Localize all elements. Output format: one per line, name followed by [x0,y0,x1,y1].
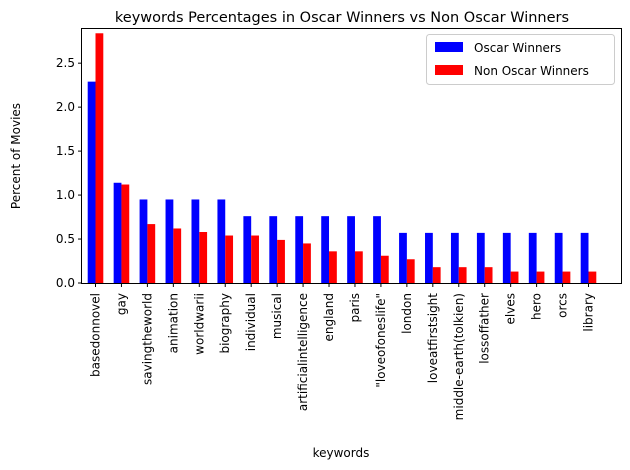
bar-oscar-winners-paris [347,216,355,283]
legend-label-oscar-winners: Oscar Winners [474,41,561,55]
bar-oscar-winners-england [321,216,330,283]
legend-swatch-non-oscar-winners [435,65,463,75]
bar-non-oscar-winners-artificialintelligence [303,243,311,283]
x-tick-label-middle-earth-tolkien: middle-earth(tolkien) [452,293,466,420]
plot-frame [81,28,622,284]
bar-non-oscar-winners-worldwarii [199,232,208,283]
bar-oscar-winners-london [399,232,407,283]
bar-oscar-winners-library [580,232,589,283]
x-tick-label-orcs: orcs [556,293,570,318]
bar-non-oscar-winners-musical [277,239,285,283]
y-tick-label: 0.5 [56,232,75,246]
bar-oscar-winners-basedonnovel [87,81,96,283]
y-tick-label: 2.5 [56,56,75,70]
bar-non-oscar-winners-elves [510,271,519,283]
bar-non-oscar-winners-animation [173,228,182,283]
bars-group [87,33,597,283]
bar-oscar-winners-worldwarii [191,199,200,283]
x-axis-ticks: basedonnovel gay savingtheworld animation wo… [89,283,596,420]
bar-oscar-winners-artificialintelligence [295,216,304,283]
bar-oscar-winners-lossoffather [476,232,485,283]
x-tick-label-elves: elves [504,293,518,324]
y-tick-label: 0.0 [56,276,75,290]
y-axis-ticks: 0.0 0.5 1.0 1.5 2.0 2.5 [56,56,82,290]
y-tick-label: 2.0 [56,100,75,114]
x-tick-label-savingtheworld: savingtheworld [140,293,154,385]
bar-non-oscar-winners-orcs [562,271,571,283]
bar-non-oscar-winners-lossoffather [484,267,493,283]
x-axis-title: keywords [313,446,370,460]
bar-non-oscar-winners-middle-earth-tolkien [458,267,467,283]
bar-non-oscar-winners-england [329,251,337,283]
x-tick-label-animation: animation [166,293,180,353]
x-tick-label-paris: paris [348,293,362,323]
x-tick-label-individual: individual [244,293,258,351]
bar-non-oscar-winners-london [406,259,415,283]
x-tick-label-library: library [582,293,596,332]
y-tick-label: 1.5 [56,144,75,158]
y-axis-title: Percent of Movies [9,103,23,209]
bar-non-oscar-winners-paris [354,251,363,283]
x-tick-label-gay: gay [114,293,128,315]
bar-non-oscar-winners-loveofoneslife [380,255,389,283]
bar-oscar-winners-gay [113,182,122,283]
bar-oscar-winners-individual [243,216,252,283]
x-tick-label-biography: biography [218,293,232,354]
bar-oscar-winners-loveofoneslife [373,216,381,283]
x-tick-label-loveatfirstsight: loveatfirstsight [426,293,440,383]
bar-oscar-winners-animation [165,199,174,283]
x-tick-label-london: london [400,293,414,334]
x-tick-label-basedonnovel: basedonnovel [89,293,103,377]
x-tick-label-loveofoneslife: "loveofoneslife" [374,293,388,388]
x-tick-label-artificialintelligence: artificialintelligence [296,293,310,411]
bar-non-oscar-winners-biography [225,235,234,283]
bar-oscar-winners-biography [217,199,226,283]
legend: Oscar Winners Non Oscar Winners [426,34,615,85]
bar-non-oscar-winners-individual [251,235,259,283]
bar-oscar-winners-savingtheworld [139,199,148,283]
bar-non-oscar-winners-basedonnovel [95,33,104,283]
legend-box [426,34,615,85]
bar-non-oscar-winners-savingtheworld [147,224,156,283]
x-tick-label-england: england [322,293,336,342]
bar-non-oscar-winners-hero [536,271,545,283]
x-tick-label-hero: hero [530,293,544,320]
bar-oscar-winners-loveatfirstsight [425,232,433,283]
legend-swatch-oscar-winners [435,42,463,52]
bar-non-oscar-winners-loveatfirstsight [432,267,441,283]
y-tick-label: 1.0 [56,188,75,202]
bar-oscar-winners-middle-earth-tolkien [450,232,459,283]
bar-oscar-winners-elves [502,232,511,283]
x-tick-label-lossoffather: lossoffather [478,293,492,364]
x-tick-label-musical: musical [270,293,284,339]
bar-non-oscar-winners-gay [121,184,130,283]
bar-oscar-winners-musical [269,216,278,283]
bar-non-oscar-winners-library [588,271,597,283]
bar-oscar-winners-hero [528,232,537,283]
bar-oscar-winners-orcs [554,232,563,283]
x-tick-label-worldwarii: worldwarii [192,293,206,355]
legend-label-non-oscar-winners: Non Oscar Winners [474,64,589,78]
chart-title: keywords Percentages in Oscar Winners vs… [115,10,569,26]
